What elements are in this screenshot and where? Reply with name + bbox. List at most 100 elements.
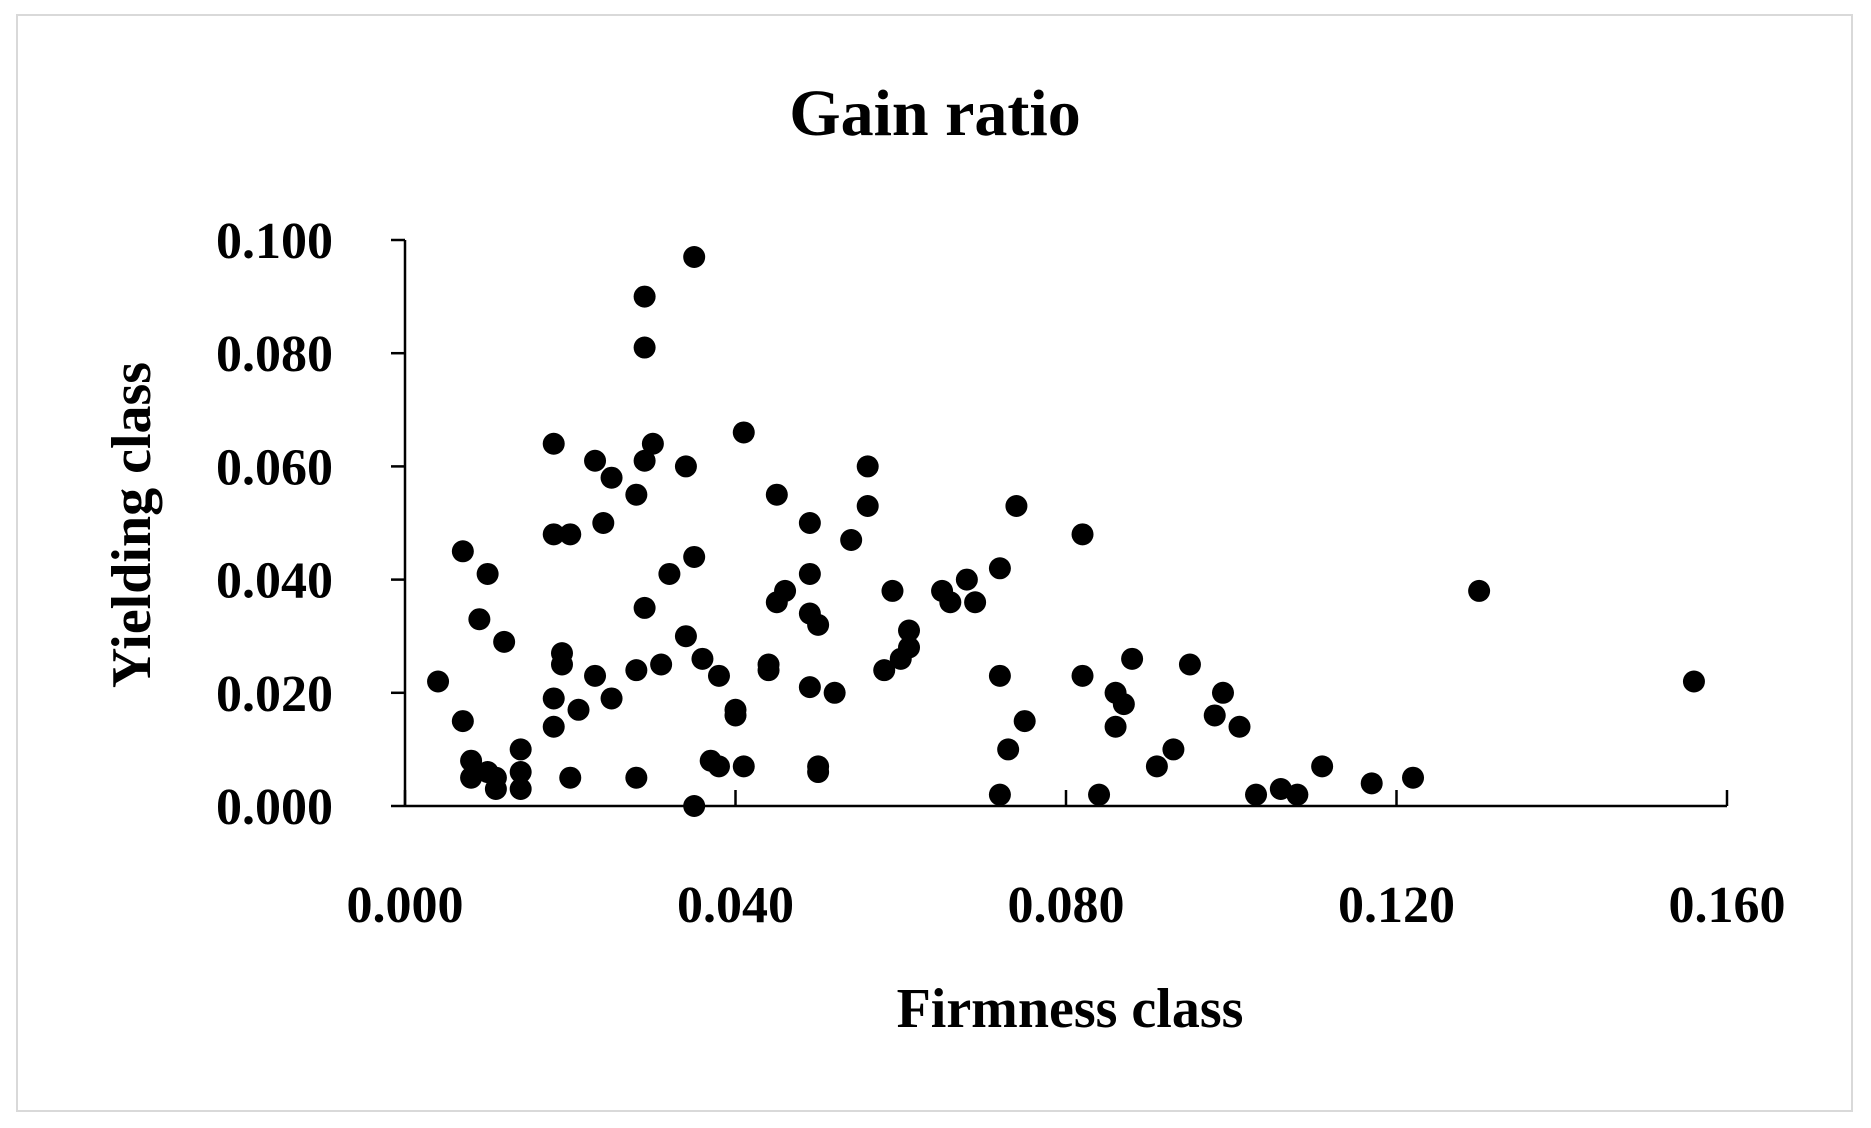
data-point	[939, 591, 962, 614]
data-point	[1402, 766, 1425, 789]
data-point	[765, 483, 788, 506]
data-point	[1228, 715, 1251, 738]
data-point	[1121, 647, 1144, 670]
data-point	[856, 495, 879, 518]
data-point	[683, 545, 706, 568]
data-point	[1112, 693, 1135, 716]
data-point	[807, 613, 830, 636]
data-point	[798, 562, 821, 585]
data-point	[493, 630, 516, 653]
data-point	[683, 245, 706, 268]
data-point	[1145, 755, 1168, 778]
data-point	[584, 664, 607, 687]
data-point	[1071, 523, 1094, 546]
data-point	[1269, 778, 1292, 801]
data-point	[592, 512, 615, 534]
data-point	[988, 557, 1011, 580]
axes: 0.000 0.040 0.080 0.120 0.160 0.000 0.020 0.040…	[216, 213, 1786, 934]
data-point	[633, 336, 656, 359]
data-point	[732, 421, 755, 444]
data-point	[1468, 579, 1491, 602]
data-point	[625, 766, 648, 789]
data-point	[881, 579, 904, 602]
data-point	[798, 512, 821, 534]
data-point	[509, 738, 532, 761]
data-point	[1682, 670, 1705, 693]
data-point	[997, 738, 1020, 761]
data-point	[798, 676, 821, 699]
data-point	[732, 755, 755, 778]
data-point	[757, 659, 780, 682]
x-tick-label: 0.120	[1338, 877, 1455, 934]
data-point	[509, 761, 532, 784]
data-point	[625, 659, 648, 682]
data-point	[625, 483, 648, 506]
data-point	[1211, 681, 1234, 704]
y-tick-label: 0.100	[216, 213, 333, 270]
data-point	[1162, 738, 1185, 761]
data-point	[856, 455, 879, 478]
data-point	[1360, 772, 1383, 795]
data-point	[898, 619, 921, 642]
y-axis-title: Yielding class	[101, 362, 163, 688]
data-point	[542, 715, 565, 738]
data-point	[964, 591, 987, 614]
data-point	[873, 659, 896, 682]
x-tick-label: 0.040	[677, 877, 794, 934]
data-point	[724, 704, 747, 727]
data-point	[641, 432, 664, 455]
data-point	[476, 562, 499, 585]
data-point	[658, 562, 681, 585]
data-point	[550, 653, 573, 676]
data-point	[460, 766, 483, 789]
data-point	[823, 681, 846, 704]
data-point	[1203, 704, 1226, 727]
data-point	[988, 783, 1011, 806]
data-point	[955, 568, 978, 591]
data-point	[1013, 710, 1036, 733]
data-point	[484, 766, 507, 789]
data-point	[1178, 653, 1201, 676]
data-point	[542, 432, 565, 455]
x-tick-label: 0.160	[1669, 877, 1786, 934]
x-tick-label: 0.000	[347, 877, 464, 934]
data-point	[707, 664, 730, 687]
data-point	[840, 528, 863, 551]
data-point	[898, 636, 921, 659]
chart-frame	[16, 14, 1853, 1112]
data-point	[559, 766, 582, 789]
y-tick-label: 0.020	[216, 666, 333, 723]
data-point	[1286, 783, 1309, 806]
x-tick-label: 0.080	[1008, 877, 1125, 934]
data-point	[559, 523, 582, 546]
data-point	[584, 449, 607, 472]
data-point	[650, 653, 673, 676]
x-axis-title: Firmness class	[897, 978, 1244, 1040]
data-point	[683, 795, 706, 817]
data-point	[1311, 755, 1334, 778]
data-point	[674, 455, 697, 478]
data-point	[774, 579, 797, 602]
data-point	[451, 540, 474, 563]
data-point	[600, 466, 623, 489]
data-point	[707, 755, 730, 778]
data-point	[691, 647, 714, 670]
data-point	[460, 749, 483, 772]
y-tick-label: 0.040	[216, 553, 333, 610]
data-points	[427, 245, 1705, 817]
data-point	[542, 523, 565, 546]
data-point	[567, 698, 590, 721]
data-point	[427, 670, 450, 693]
y-tick-label: 0.080	[216, 326, 333, 383]
data-point	[1005, 495, 1028, 518]
y-tick-label: 0.000	[216, 779, 333, 836]
data-point	[1088, 783, 1111, 806]
data-point	[1104, 715, 1127, 738]
data-point	[633, 596, 656, 619]
data-point	[988, 664, 1011, 687]
data-point	[451, 710, 474, 733]
data-point	[509, 778, 532, 801]
data-point	[600, 687, 623, 710]
data-point	[633, 285, 656, 308]
data-point	[542, 687, 565, 710]
